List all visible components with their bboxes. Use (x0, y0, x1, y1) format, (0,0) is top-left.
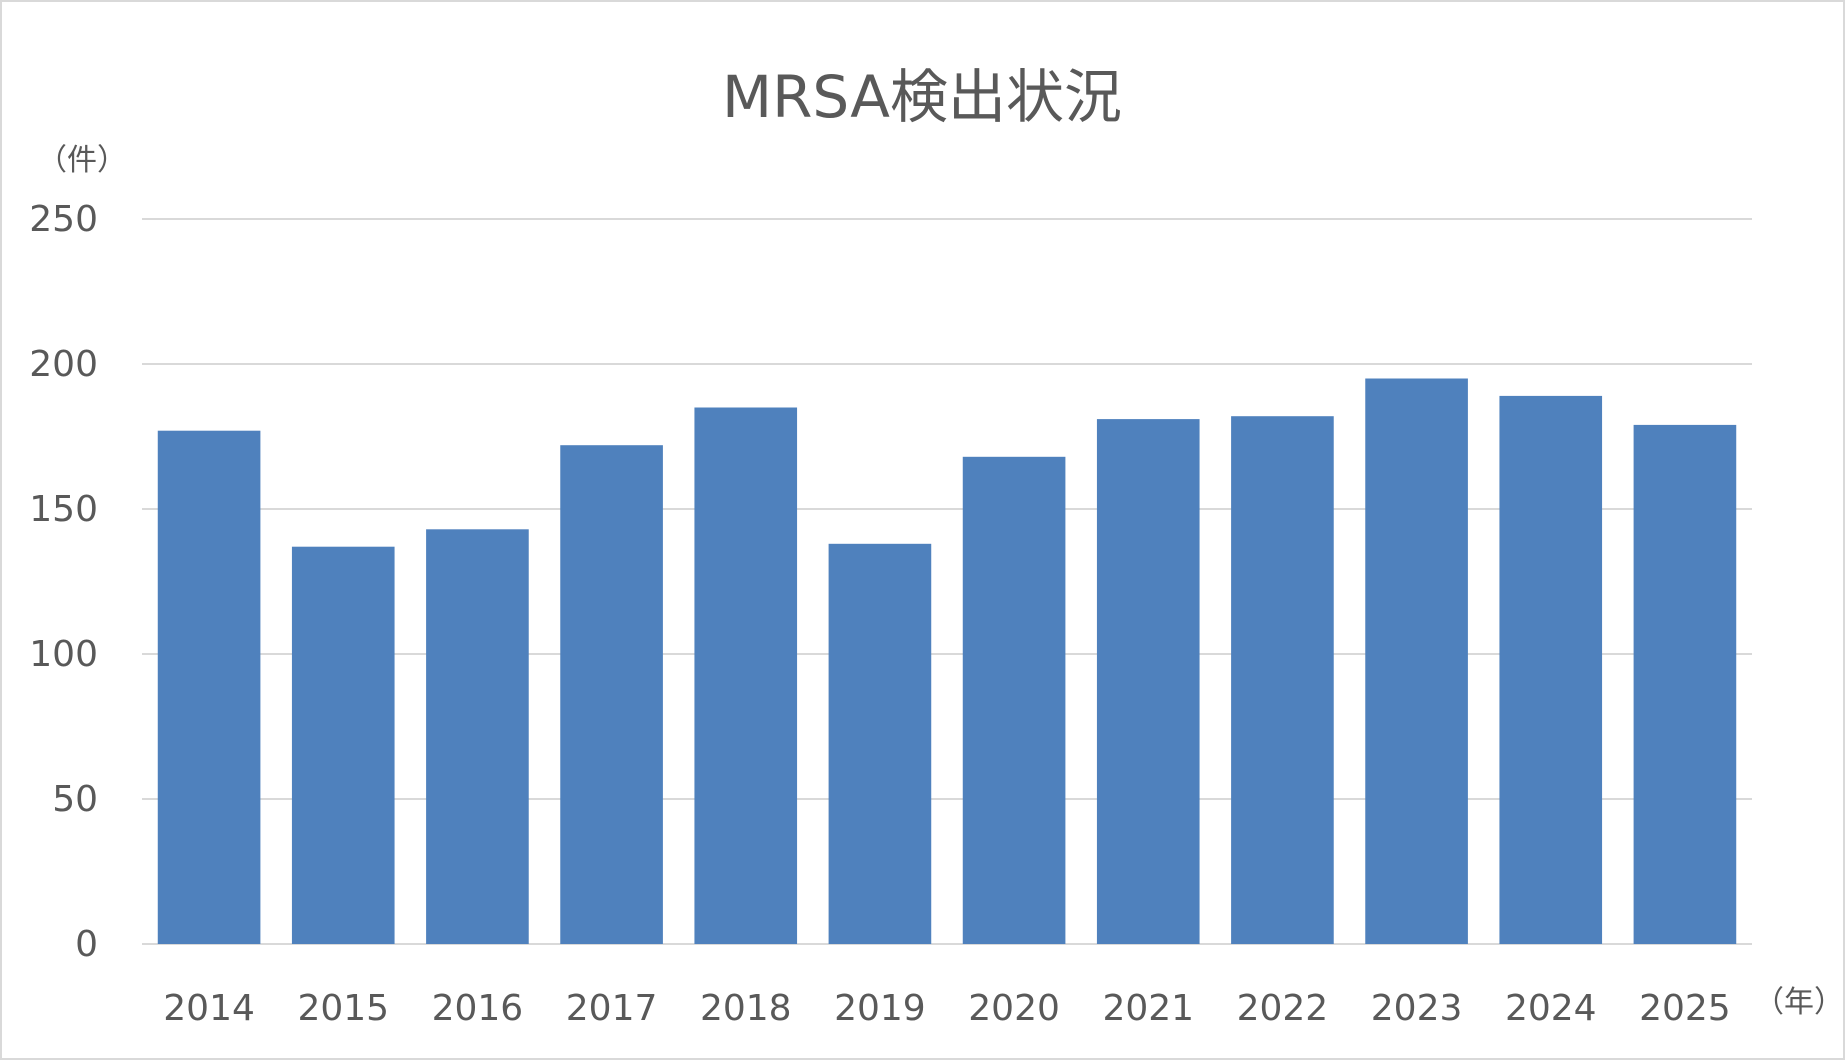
grid-layer (142, 218, 1752, 945)
y-tick-label-200: 200 (29, 344, 98, 385)
y-tick-label-50: 50 (52, 779, 98, 820)
x-tick-label-2017: 2017 (566, 988, 658, 1029)
chart-title: MRSA検出状況 (722, 63, 1122, 131)
bar-2016 (426, 529, 529, 944)
x-tick-label-2023: 2023 (1371, 988, 1463, 1029)
bar-2024 (1499, 395, 1603, 944)
bar-2014 (157, 430, 261, 944)
bar-2022 (1231, 416, 1334, 944)
bar-2019 (828, 543, 932, 944)
x-tick-label-2021: 2021 (1102, 988, 1194, 1029)
bar-2018 (694, 407, 798, 944)
y-tick-label-0: 0 (75, 924, 98, 965)
y-axis-unit-label: （件） (37, 143, 127, 178)
bar-2025 (1633, 424, 1737, 944)
bar-2017 (560, 445, 663, 944)
x-tick-label-2025: 2025 (1639, 988, 1731, 1029)
y-tick-labels: 0 50 100 150 200 250 (29, 199, 98, 965)
bar-2020 (962, 456, 1066, 944)
x-tick-label-2022: 2022 (1237, 988, 1329, 1029)
y-tick-label-250: 250 (29, 199, 98, 240)
bars-layer (157, 378, 1737, 945)
x-tick-label-2016: 2016 (432, 988, 524, 1029)
bar-2015 (291, 546, 395, 944)
x-tick-label-2014: 2014 (163, 988, 255, 1029)
x-tick-label-2018: 2018 (700, 988, 792, 1029)
x-axis-unit-label: （年） (1754, 985, 1843, 1020)
y-tick-label-100: 100 (29, 634, 98, 675)
y-tick-label-150: 150 (29, 489, 98, 530)
bar-2023 (1365, 378, 1468, 944)
x-tick-label-2024: 2024 (1505, 988, 1597, 1029)
x-tick-label-2020: 2020 (968, 988, 1060, 1029)
x-tick-label-2019: 2019 (834, 988, 926, 1029)
x-tick-labels: 2014 2015 2016 2017 2018 2019 2020 2021 2022 2023… (163, 988, 1730, 1029)
bar-2021 (1096, 419, 1200, 945)
x-tick-label-2015: 2015 (297, 988, 389, 1029)
